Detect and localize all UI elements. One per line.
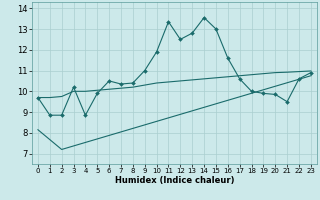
X-axis label: Humidex (Indice chaleur): Humidex (Indice chaleur) — [115, 176, 234, 185]
